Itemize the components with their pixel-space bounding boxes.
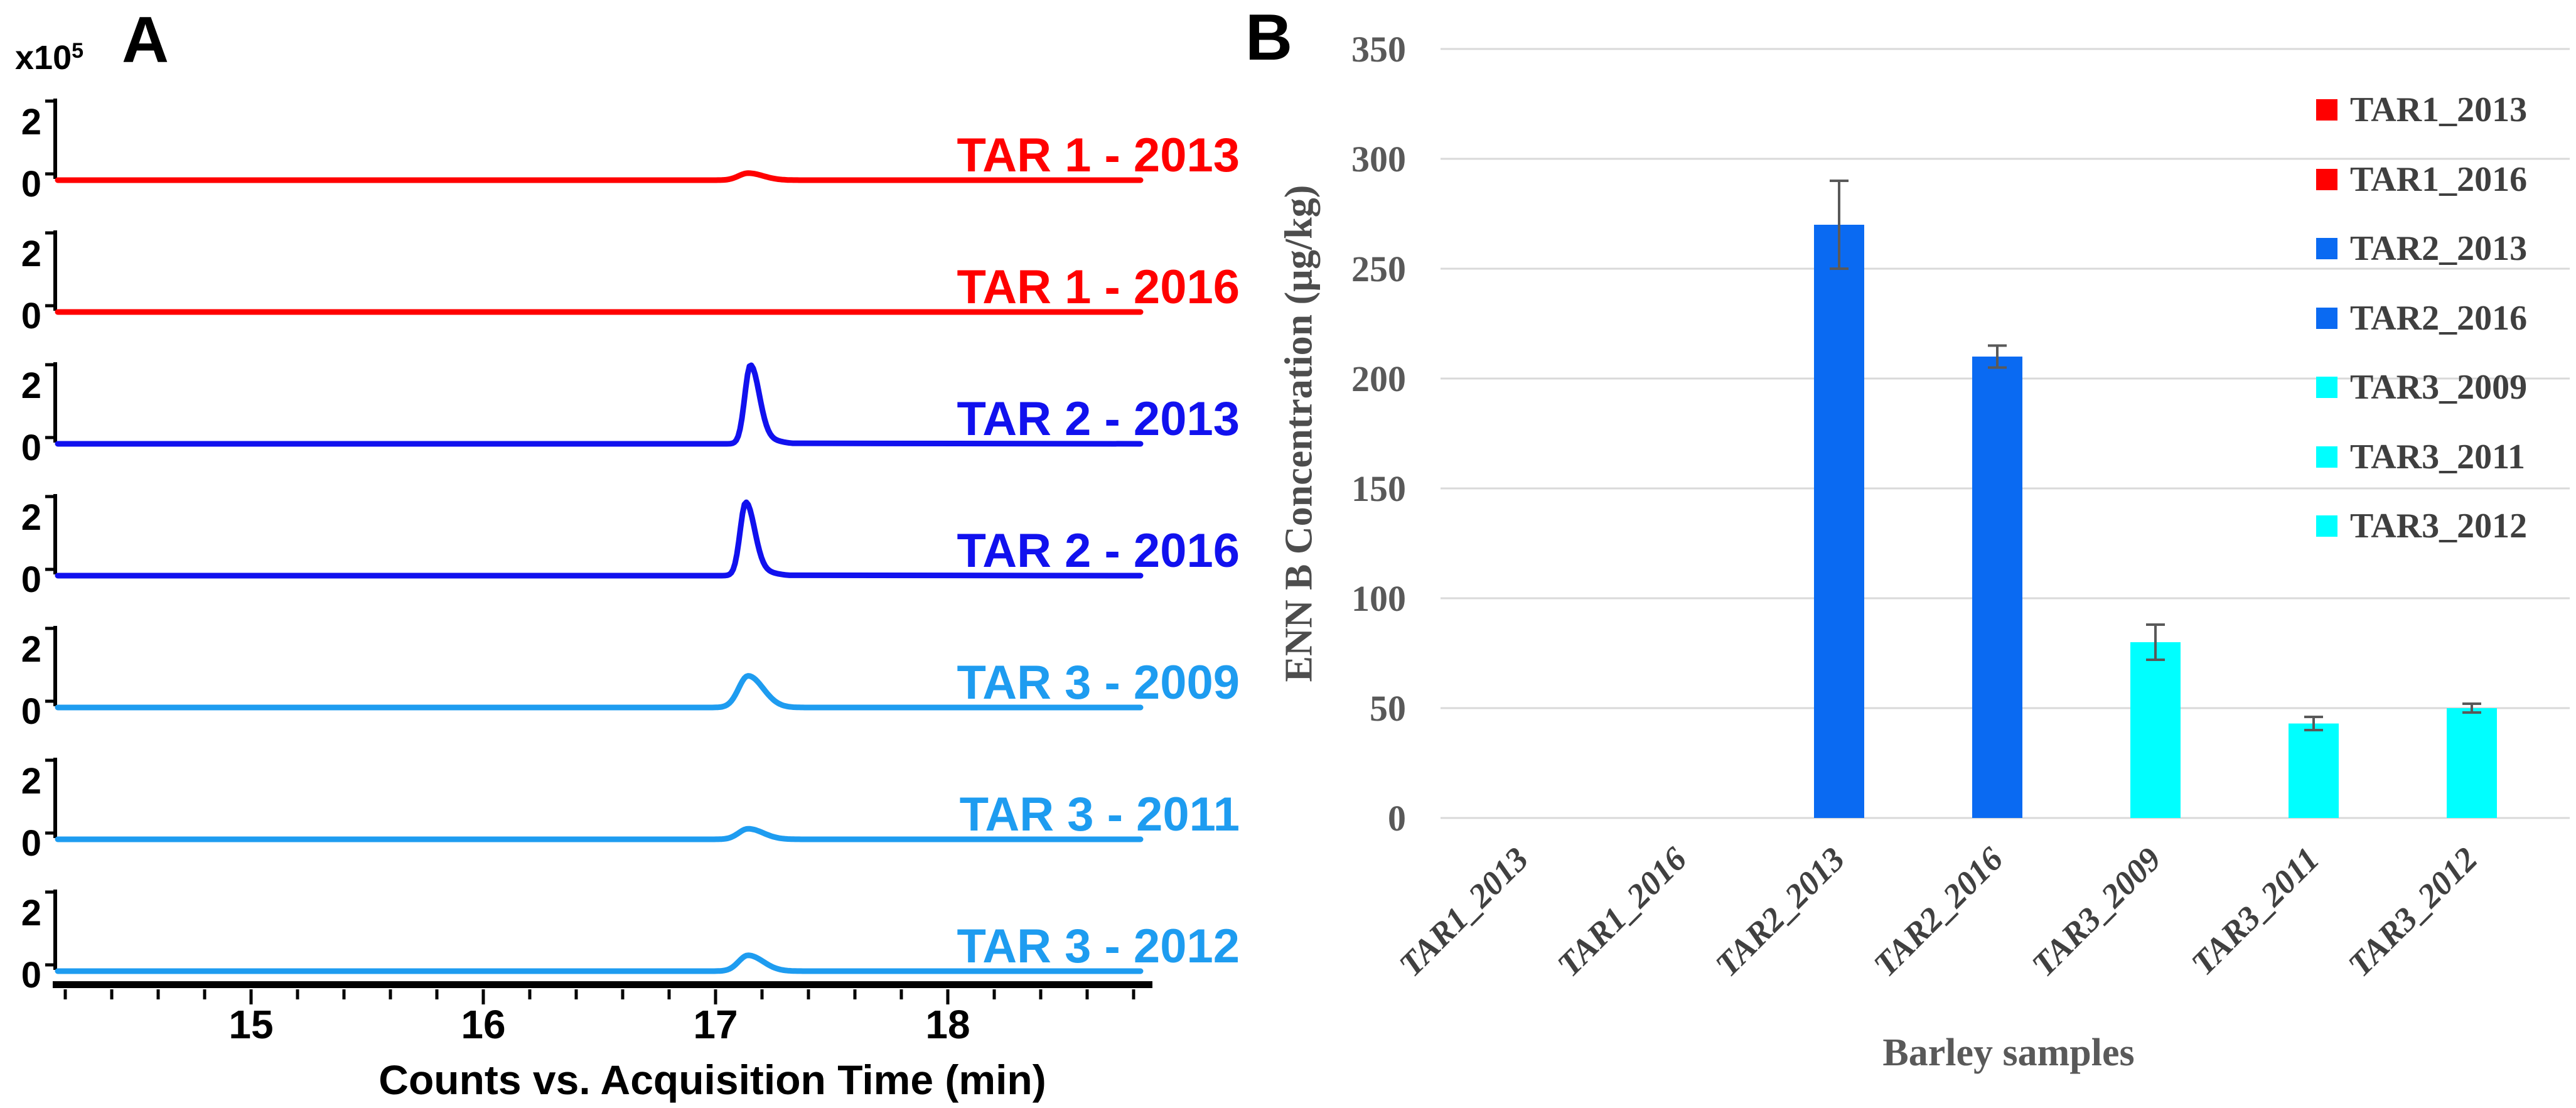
- panel-a-letter: A: [122, 4, 169, 77]
- b-x-category-label: TAR3_2012: [2341, 840, 2484, 984]
- b-y-tick-label: 50: [1370, 688, 1406, 729]
- a-x-tick-label: 16: [461, 1002, 505, 1047]
- trace-y-tick-label-0: 0: [21, 428, 41, 468]
- trace-group: 2 0 TAR 3 - 2012: [21, 890, 1240, 996]
- bar: [2289, 723, 2339, 818]
- legend-label: TAR2_2013: [2350, 229, 2528, 268]
- trace-label: TAR 2 - 2013: [957, 392, 1240, 446]
- trace-group: 2 0 TAR 3 - 2009: [21, 626, 1240, 732]
- trace-path: [55, 673, 1144, 711]
- a-x-tick-label: 17: [693, 1002, 738, 1047]
- a-y-scale-base: x10: [15, 39, 72, 77]
- trace-path: [55, 826, 1144, 842]
- trace-group: 2 0 TAR 1 - 2016: [21, 230, 1240, 336]
- legend-row: TAR1_2016: [2316, 162, 2527, 197]
- trace-label: TAR 1 - 2013: [957, 129, 1240, 182]
- legend-label: TAR1_2013: [2350, 90, 2528, 129]
- b-y-tick-label: 300: [1351, 139, 1406, 180]
- legend-row: TAR3_2012: [2316, 508, 2527, 544]
- bar: [2447, 708, 2497, 818]
- legend-label: TAR1_2016: [2350, 159, 2528, 199]
- trace-y-tick-label-2: 2: [21, 102, 41, 143]
- b-y-tick-label: 100: [1351, 578, 1406, 619]
- legend-swatch: [2316, 168, 2337, 190]
- legend-row: TAR3_2011: [2316, 439, 2525, 475]
- b-y-tick-label: 150: [1351, 468, 1406, 509]
- legend-swatch: [2316, 377, 2337, 398]
- trace-label: TAR 3 - 2011: [960, 788, 1240, 841]
- trace-path: [55, 170, 1144, 183]
- a-y-scale-exponent: 5: [72, 39, 84, 63]
- trace-y-tick-label-2: 2: [21, 893, 41, 933]
- b-y-tick-label: 350: [1351, 29, 1406, 70]
- legend-row: TAR3_2009: [2316, 370, 2527, 405]
- trace-y-tick-label-0: 0: [21, 296, 41, 336]
- trace-path: [55, 952, 1144, 974]
- trace-label: TAR 1 - 2016: [957, 261, 1240, 314]
- trace-label: TAR 3 - 2012: [957, 920, 1240, 973]
- b-x-category-label: TAR1_2016: [1550, 840, 1693, 984]
- trace-group: 2 0 TAR 1 - 2013: [21, 99, 1240, 205]
- b-x-category-label: TAR3_2009: [2024, 840, 2168, 984]
- a-x-tick-label: 18: [925, 1002, 970, 1047]
- bar: [1814, 225, 1864, 818]
- trace-y-tick-label-2: 2: [21, 761, 41, 802]
- trace-group: 2 0 TAR 2 - 2013: [21, 362, 1240, 468]
- legend-row: TAR1_2013: [2316, 92, 2527, 127]
- b-y-tick-label: 200: [1351, 358, 1406, 399]
- trace-path: [55, 499, 1144, 579]
- a-y-scale-label: x105: [15, 40, 83, 75]
- a-x-axis-title: Counts vs. Acquisition Time (min): [378, 1057, 1046, 1103]
- trace-y-tick-label-2: 2: [21, 365, 41, 406]
- a-x-axis-line: [53, 981, 1152, 988]
- legend-swatch: [2316, 307, 2337, 329]
- b-y-tick-label: 0: [1388, 798, 1406, 839]
- legend-swatch: [2316, 446, 2337, 468]
- b-x-category-label: TAR2_2016: [1866, 840, 2010, 984]
- bar: [1972, 357, 2022, 818]
- trace-y-tick-label-0: 0: [21, 955, 41, 996]
- trace-group: 2 0 TAR 3 - 2011: [21, 758, 1240, 864]
- trace-y-tick-label-2: 2: [21, 234, 41, 274]
- legend-swatch: [2316, 99, 2337, 121]
- b-x-category-label: TAR1_2013: [1392, 840, 1535, 984]
- legend-label: TAR3_2009: [2350, 368, 2528, 407]
- legend-row: TAR2_2016: [2316, 301, 2527, 336]
- trace-y-tick-label-0: 0: [21, 691, 41, 732]
- legend-swatch: [2316, 238, 2337, 259]
- trace-y-tick-label-2: 2: [21, 497, 41, 538]
- b-y-tick-label: 250: [1351, 249, 1406, 289]
- b-x-axis-title: Barley samples: [1882, 1031, 2135, 1074]
- a-x-tick-label: 15: [228, 1002, 273, 1047]
- b-x-category-label: TAR3_2011: [2184, 840, 2326, 982]
- b-x-category-label: TAR2_2013: [1708, 840, 1852, 984]
- trace-y-tick-label-0: 0: [21, 164, 41, 205]
- legend-label: TAR3_2011: [2350, 437, 2525, 476]
- panel-b-letter: B: [1245, 1, 1293, 74]
- trace-label: TAR 2 - 2016: [957, 524, 1240, 578]
- legend-row: TAR2_2013: [2316, 231, 2527, 266]
- legend-swatch: [2316, 515, 2337, 537]
- legend-label: TAR2_2016: [2350, 298, 2528, 338]
- trace-label: TAR 3 - 2009: [957, 656, 1240, 709]
- bar: [2130, 642, 2181, 818]
- b-y-axis-title: ENN B Concentration (µg/kg): [1277, 185, 1321, 682]
- trace-y-tick-label-0: 0: [21, 559, 41, 600]
- legend-label: TAR3_2012: [2350, 507, 2528, 546]
- trace-y-tick-label-2: 2: [21, 629, 41, 670]
- panel-a-chromatograms: 2 0 TAR 1 - 2013 2 0 TAR 1 - 2016 2 0 TAR 2 - 20…: [21, 99, 1240, 1047]
- trace-group: 2 0 TAR 2 - 2016: [21, 494, 1240, 600]
- trace-y-tick-label-0: 0: [21, 823, 41, 864]
- trace-path: [55, 362, 1144, 447]
